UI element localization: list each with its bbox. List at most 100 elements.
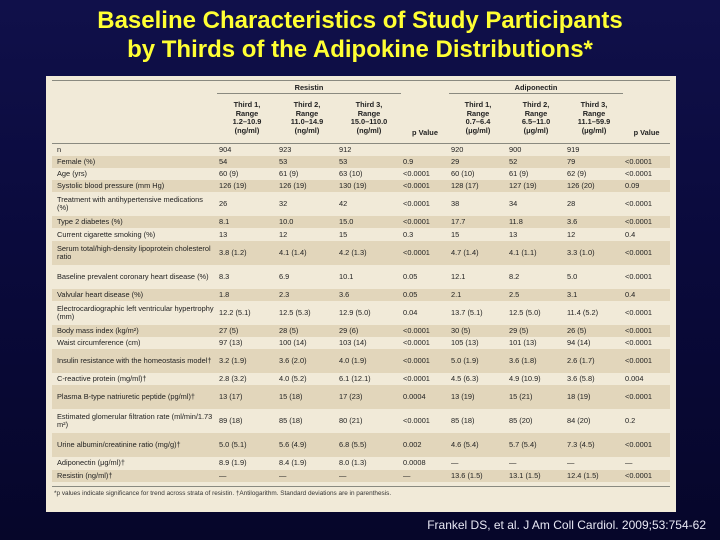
table-cell: 29 [449,155,507,168]
table-row: Plasma B-type natriuretic peptide (pg/ml… [52,385,671,410]
table-cell: <0.0001 [401,240,449,265]
group-header-spacer [401,81,449,94]
column-header-line: Third 3, [580,100,608,110]
table-cell: 85 (20) [509,416,533,426]
table-cell: <0.0001 [625,307,652,317]
table-cell: 12.1 [451,271,466,281]
table-cell: 0.04 [403,307,418,317]
column-header-line: Third 1, [233,100,261,110]
table-row: Age (yrs) 60 (9) 61 (9) 63 (10) <0.0001 60 (1… [52,168,670,180]
table-cell: 10.1 [339,271,354,281]
column-header: Third 2, Range 11.0–14.9 (ng/ml) [277,94,337,144]
group-header-resistin: Resistin [217,80,401,94]
table-row: Waist circumference (cm) 97 (13) 100 (14) 1… [52,337,670,349]
table-cell: 8.3 [219,271,230,281]
table-cell: 84 (20) [567,416,591,426]
table-cell: <0.0001 [401,349,449,374]
table-cell: <0.0001 [623,385,671,410]
table-cell: 904 [219,144,232,154]
table-cell: 60 (9) [219,168,239,178]
table-cell: 12 [567,229,576,239]
table-cell: 13.1 (1.5) [507,469,565,482]
table-cell: 8.2 [509,271,520,281]
row-label: Electrocardiographic left ventricular hy… [57,303,214,321]
table-cell: 3.8 (1.2) [217,240,277,265]
table-cell: 3.6 (1.8) [507,349,565,374]
table-row: Adiponectin (μg/ml)† 8.9 (1.9) 8.4 (1.9) 8.… [52,457,670,469]
table-cell: 127 (19) [507,180,565,193]
column-header-line: Third 2, [522,100,550,110]
table-cell: 0.0004 [401,385,449,410]
group-header-adiponectin: Adiponectin [449,80,624,94]
table-row: Body mass index (kg/m²) 27 (5) 28 (5) 29 (6… [52,324,671,337]
column-header-line: 0.7–6.4 [465,117,491,127]
table-cell: 130 (19) [337,180,401,193]
row-label: Adiponectin (μg/ml)† [57,458,125,468]
table-cell: 29 (5) [507,324,565,337]
group-header-row: Resistin Adiponectin [52,80,671,94]
column-header-line: Third 2, [293,100,321,110]
table-row: Serum total/high-density lipoprotein cho… [52,240,671,265]
column-header-line: 15.0–110.0 [350,117,388,127]
table-cell: 6.1 (12.1) [339,374,371,384]
row-label: Type 2 diabetes (%) [52,216,217,229]
table-cell: 60 (10) [451,168,475,178]
table-cell: 27 (5) [217,324,277,337]
table-cell: 28 (5) [277,324,337,337]
slide-title: Baseline Characteristics of Study Partic… [0,6,720,64]
row-label: Baseline prevalent coronary heart diseas… [57,271,209,281]
table-cell: — [401,469,449,482]
table-cell: 5.7 (5.4) [507,433,565,458]
table-cell: 2.3 [277,288,337,301]
table-cell: 101 (13) [509,338,537,348]
row-label: Systolic blood pressure (mm Hg) [52,180,217,193]
table-cell: — [509,458,517,468]
table-cell: 3.1 [565,288,624,301]
table-cell: 61 (9) [509,168,529,178]
table-cell: 900 [509,144,522,154]
table-row: Systolic blood pressure (mm Hg) 126 (19) 1… [52,180,671,193]
table-cell: 7.3 (4.5) [565,433,624,458]
table-cell: 11.8 [507,216,565,229]
table-cell: <0.0001 [623,240,671,265]
table-row: n 904 923 912 920 900 919 [52,143,670,156]
table-cell: <0.0001 [403,338,430,348]
column-header-line: 6.5–11.0 [521,117,551,127]
table-cell: 53 [337,155,401,168]
column-header: Third 3, Range 15.0–110.0 (ng/ml) [337,94,401,144]
table-cell: 80 (21) [339,416,363,426]
table-cell: 920 [451,144,464,154]
table-row: Current cigarette smoking (%) 13 12 15 0.3 15… [52,228,670,240]
column-header-line: 11.0–14.9 [290,117,324,127]
column-header: Third 1, Range 0.7–6.4 (μg/ml) [449,94,507,144]
row-label: Age (yrs) [57,168,87,178]
table-cell: 3.6 (5.8) [567,374,595,384]
table-cell: 0.3 [403,229,414,239]
table-cell: 8.9 (1.9) [219,458,247,468]
table-cell: 2.5 [507,288,565,301]
table-cell: 0.09 [623,180,671,193]
table-cell: — [451,458,459,468]
table-cell: 26 (5) [565,324,624,337]
table-cell: 15.0 [337,216,401,229]
table-cell: 105 (13) [451,338,479,348]
title-line-1: Baseline Characteristics of Study Partic… [97,7,623,34]
table-row: Estimated glomerular filtration rate (ml… [52,409,670,433]
column-header-line: Range [524,108,548,118]
table-cell: 34 [509,199,518,209]
table-cell [401,143,449,156]
table-cell: 8.0 (1.3) [339,458,367,468]
column-header-row: Third 1, Range 1.2–10.9 (ng/ml) Third 2, Rang… [52,94,671,144]
table-cell: <0.0001 [623,349,671,374]
table-cell: 3.6 (2.0) [277,349,337,374]
table-cell: 12.5 (5.0) [509,307,541,317]
column-header-line: (ng/ml) [356,125,382,135]
citation: Frankel DS, et al. J Am Coll Cardiol. 20… [427,518,706,532]
table-cell: <0.0001 [401,180,449,193]
table-cell: 97 (13) [219,338,243,348]
table-cell: <0.0001 [623,155,671,168]
table-cell: <0.0001 [401,216,449,229]
group-header-spacer [623,81,670,94]
table-cell: 4.9 (10.9) [509,374,541,384]
column-header-line: p Value [633,127,660,137]
